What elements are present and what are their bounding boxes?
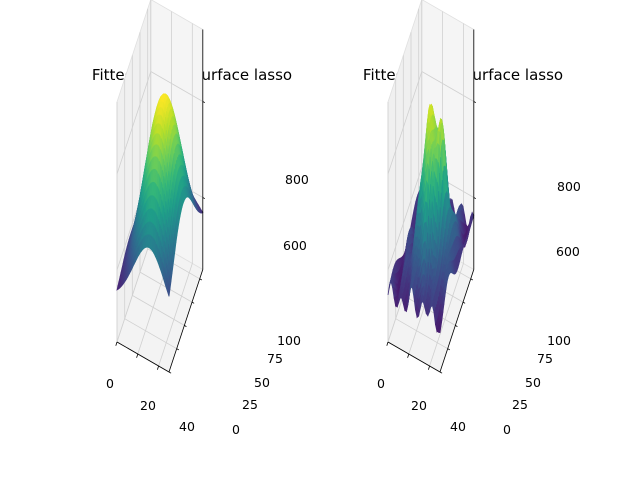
y-tick-label: 75	[267, 351, 283, 366]
x-tick-mark	[386, 341, 389, 346]
x-tick-mark	[157, 365, 159, 370]
tick-labels-right: 600 800 0 20 40 0 25 50 75 100	[377, 179, 581, 437]
grid-line	[116, 239, 152, 343]
x-tick-label: 20	[140, 398, 156, 413]
y-tick-mark	[447, 348, 450, 351]
x-tick-label: 40	[179, 419, 195, 434]
grid-line	[132, 295, 185, 326]
z-tick-mark	[473, 197, 477, 200]
x-axis-line	[387, 341, 441, 373]
z-tick-mark	[473, 101, 477, 104]
y-axis-line	[439, 269, 475, 373]
y-tick-label: 0	[232, 422, 240, 437]
y-tick-mark	[455, 325, 458, 327]
surface-plot-left: Fitted terrain surface lasso 600 800 0 2…	[92, 0, 309, 437]
grid-line	[150, 71, 203, 102]
z-tick-mark	[202, 101, 206, 104]
z-tick-mark	[202, 197, 206, 200]
y-tick-label: 50	[254, 375, 270, 390]
y-tick-mark	[168, 371, 172, 374]
surface-plot-right: Fitted terrain surface lasso 600 800 0 2…	[363, 0, 581, 437]
y-tick-mark	[184, 325, 187, 327]
tick-labels-left: 600 800 0 20 40 0 25 50 75 100	[106, 172, 309, 437]
y-tick-mark	[462, 301, 466, 304]
y-tick-mark	[439, 371, 443, 374]
surface-mesh-left	[116, 93, 204, 297]
x-tick-label: 40	[450, 419, 466, 434]
tick-marks-right	[386, 29, 477, 374]
z-tick-label: 600	[283, 238, 307, 253]
tick-marks-left	[115, 29, 206, 374]
z-tick-label: 800	[285, 172, 309, 187]
y-tick-label: 100	[547, 333, 571, 348]
grid-line	[395, 318, 448, 350]
z-tick-label: 800	[557, 179, 581, 194]
y-tick-label: 100	[277, 333, 301, 348]
y-tick-mark	[191, 301, 195, 304]
y-tick-mark	[470, 278, 473, 281]
z-tick-label: 600	[556, 244, 580, 259]
y-tick-label: 25	[242, 397, 258, 412]
grid-line	[124, 318, 177, 350]
x-axis-line	[116, 341, 170, 373]
x-tick-label: 20	[411, 398, 427, 413]
grid-line	[158, 263, 193, 367]
x-tick-label: 0	[377, 376, 385, 391]
grid-line	[116, 71, 152, 175]
y-tick-label: 50	[525, 375, 541, 390]
y-axis-line	[168, 269, 204, 373]
x-tick-mark	[115, 341, 118, 346]
y-tick-label: 25	[512, 397, 528, 412]
x-tick-label: 0	[106, 376, 114, 391]
y-tick-label: 75	[537, 351, 553, 366]
surface-mesh-right	[387, 103, 475, 334]
grid-line	[387, 167, 423, 271]
x-tick-mark	[407, 353, 410, 358]
y-tick-mark	[199, 278, 202, 281]
y-tick-label: 0	[503, 422, 511, 437]
grid-line	[429, 263, 464, 367]
surface-facet	[437, 326, 442, 334]
y-tick-mark	[176, 348, 179, 351]
grid-line	[387, 71, 423, 175]
x-tick-mark	[428, 365, 430, 370]
surface-facet	[167, 283, 171, 297]
grid-line	[421, 71, 474, 102]
x-tick-mark	[136, 353, 139, 358]
